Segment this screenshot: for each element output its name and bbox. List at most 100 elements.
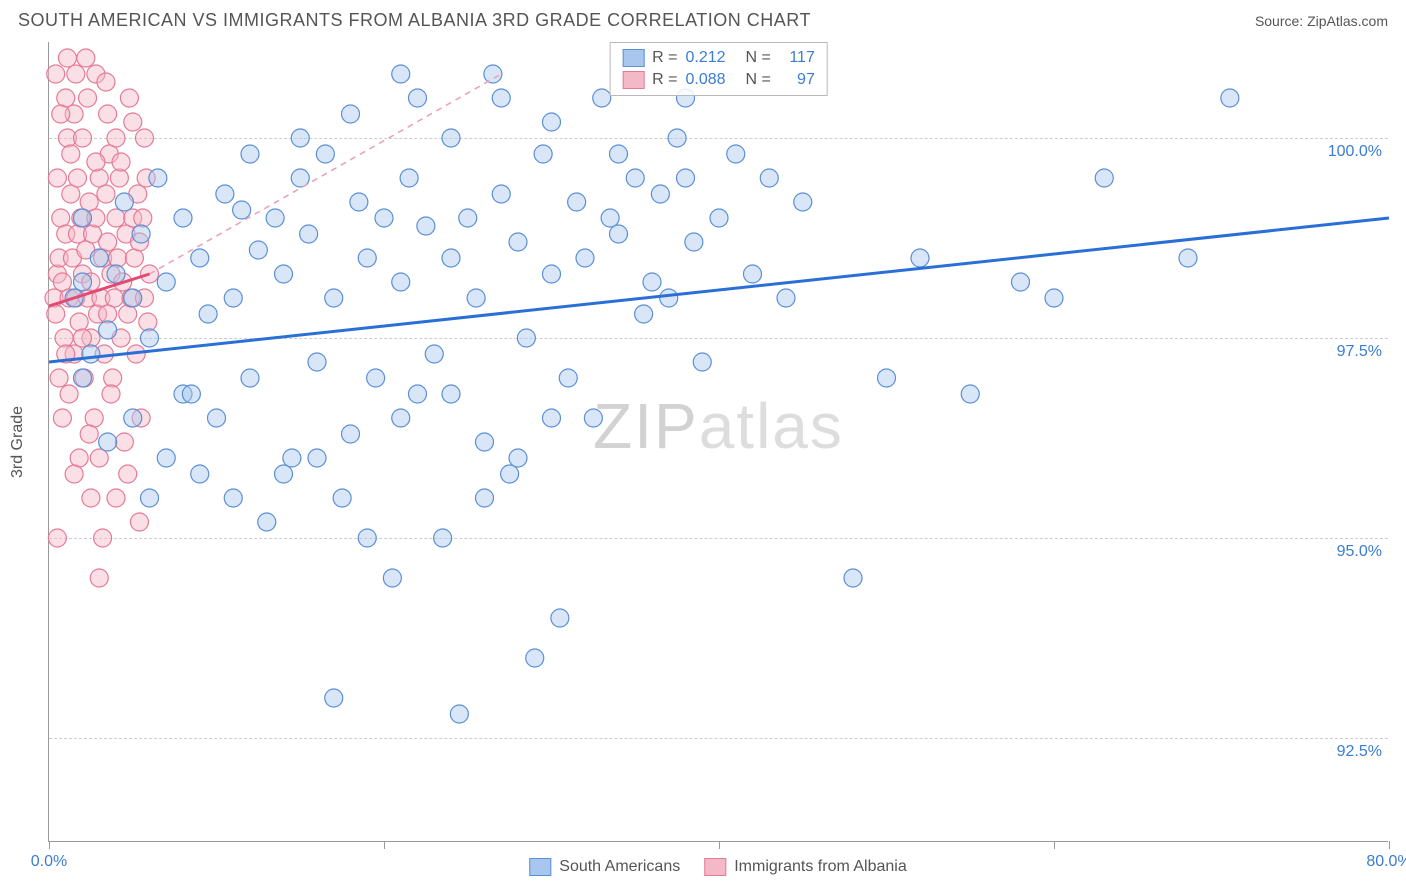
- data-point: [174, 209, 192, 227]
- data-point: [110, 169, 128, 187]
- data-point: [87, 153, 105, 171]
- data-point: [90, 569, 108, 587]
- data-point: [668, 129, 686, 147]
- data-point: [79, 89, 97, 107]
- x-tick: [49, 841, 50, 849]
- data-point: [275, 265, 293, 283]
- data-point: [300, 225, 318, 243]
- data-point: [459, 209, 477, 227]
- data-point: [258, 513, 276, 531]
- data-point: [52, 209, 70, 227]
- data-point: [375, 209, 393, 227]
- data-point: [710, 209, 728, 227]
- data-point: [509, 449, 527, 467]
- data-point: [651, 185, 669, 203]
- data-point: [47, 305, 65, 323]
- data-point: [1179, 249, 1197, 267]
- data-point: [107, 265, 125, 283]
- data-point: [119, 305, 137, 323]
- data-point: [224, 289, 242, 307]
- data-point: [794, 193, 812, 211]
- data-point: [434, 529, 452, 547]
- regression-extrapolation: [150, 74, 502, 274]
- data-point: [325, 289, 343, 307]
- data-point: [744, 265, 762, 283]
- legend-item: South Americans: [529, 858, 680, 876]
- data-point: [134, 209, 152, 227]
- data-point: [107, 489, 125, 507]
- data-point: [677, 169, 695, 187]
- data-point: [476, 489, 494, 507]
- legend-label: South Americans: [559, 858, 680, 876]
- data-point: [48, 529, 66, 547]
- data-point: [1045, 289, 1063, 307]
- data-point: [65, 465, 83, 483]
- data-point: [593, 89, 611, 107]
- legend-label: Immigrants from Albania: [734, 858, 907, 876]
- data-point: [53, 409, 71, 427]
- data-point: [50, 369, 68, 387]
- r-label: R =: [652, 71, 677, 89]
- data-point: [543, 265, 561, 283]
- data-point: [442, 129, 460, 147]
- x-tick-label: 0.0%: [31, 853, 67, 871]
- data-point: [90, 449, 108, 467]
- data-point: [77, 49, 95, 67]
- x-tick-label: 80.0%: [1366, 853, 1406, 871]
- data-point: [392, 273, 410, 291]
- data-point: [115, 193, 133, 211]
- n-value: 117: [779, 49, 815, 67]
- legend-correlation: R =0.212N =117R =0.088N =97: [609, 42, 828, 96]
- legend-swatch: [529, 858, 551, 876]
- data-point: [392, 409, 410, 427]
- data-point: [139, 313, 157, 331]
- data-point: [878, 369, 896, 387]
- data-point: [601, 209, 619, 227]
- data-point: [191, 249, 209, 267]
- scatter-plot: [49, 42, 1388, 841]
- data-point: [760, 169, 778, 187]
- data-point: [400, 169, 418, 187]
- data-point: [1221, 89, 1239, 107]
- data-point: [777, 289, 795, 307]
- data-point: [115, 433, 133, 451]
- data-point: [80, 193, 98, 211]
- data-point: [961, 385, 979, 403]
- data-point: [208, 409, 226, 427]
- data-point: [105, 289, 123, 307]
- data-point: [90, 169, 108, 187]
- data-point: [325, 689, 343, 707]
- data-point: [492, 185, 510, 203]
- data-point: [149, 169, 167, 187]
- r-label: R =: [652, 49, 677, 67]
- data-point: [157, 449, 175, 467]
- data-point: [85, 409, 103, 427]
- data-point: [492, 89, 510, 107]
- data-point: [584, 409, 602, 427]
- data-point: [135, 129, 153, 147]
- data-point: [157, 273, 175, 291]
- data-point: [141, 329, 159, 347]
- data-point: [199, 305, 217, 323]
- data-point: [120, 89, 138, 107]
- data-point: [70, 449, 88, 467]
- data-point: [568, 193, 586, 211]
- data-point: [141, 489, 159, 507]
- data-point: [241, 369, 259, 387]
- data-point: [517, 329, 535, 347]
- regression-line: [49, 218, 1389, 362]
- data-point: [67, 65, 85, 83]
- data-point: [216, 185, 234, 203]
- data-point: [1095, 169, 1113, 187]
- data-point: [233, 201, 251, 219]
- x-tick: [1054, 841, 1055, 849]
- data-point: [124, 113, 142, 131]
- data-point: [467, 289, 485, 307]
- data-point: [409, 385, 427, 403]
- data-point: [62, 185, 80, 203]
- data-point: [534, 145, 552, 163]
- data-point: [52, 105, 70, 123]
- data-point: [1012, 273, 1030, 291]
- data-point: [70, 313, 88, 331]
- legend-row: R =0.088N =97: [622, 69, 815, 91]
